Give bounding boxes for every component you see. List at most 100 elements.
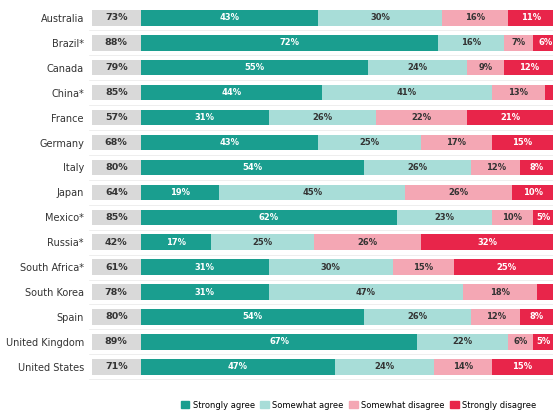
Bar bbox=[454, 259, 557, 275]
Text: 32%: 32% bbox=[477, 238, 498, 247]
Text: 85%: 85% bbox=[105, 88, 127, 97]
Bar bbox=[418, 334, 508, 349]
Text: 64%: 64% bbox=[105, 188, 127, 197]
Bar bbox=[141, 35, 438, 51]
Text: 12%: 12% bbox=[486, 163, 506, 172]
Bar bbox=[141, 359, 335, 375]
Bar bbox=[141, 110, 269, 125]
Text: 10%: 10% bbox=[502, 213, 522, 222]
Text: 19%: 19% bbox=[170, 188, 190, 197]
Bar bbox=[141, 60, 368, 75]
Text: 25%: 25% bbox=[360, 138, 380, 147]
Bar bbox=[520, 160, 553, 175]
Bar bbox=[92, 235, 141, 250]
Text: 26%: 26% bbox=[408, 313, 428, 321]
Text: 16%: 16% bbox=[465, 13, 485, 22]
Bar bbox=[491, 135, 553, 150]
Text: 62%: 62% bbox=[259, 213, 279, 222]
Text: 55%: 55% bbox=[244, 63, 264, 72]
Bar bbox=[438, 35, 504, 51]
Bar bbox=[92, 285, 141, 300]
Bar bbox=[92, 110, 141, 125]
Text: 25%: 25% bbox=[496, 263, 516, 272]
Bar bbox=[211, 235, 314, 250]
Bar bbox=[141, 135, 318, 150]
Text: 71%: 71% bbox=[105, 362, 127, 371]
Text: 78%: 78% bbox=[105, 287, 127, 297]
Text: 8%: 8% bbox=[530, 313, 544, 321]
Bar bbox=[467, 110, 553, 125]
Text: 88%: 88% bbox=[105, 38, 127, 47]
Bar bbox=[92, 259, 141, 275]
Bar bbox=[92, 359, 141, 375]
Bar bbox=[463, 285, 537, 300]
Text: 22%: 22% bbox=[411, 113, 432, 122]
Text: 12%: 12% bbox=[486, 313, 506, 321]
Bar bbox=[442, 10, 508, 26]
Text: 24%: 24% bbox=[408, 63, 428, 72]
Bar bbox=[421, 235, 553, 250]
Text: 25%: 25% bbox=[253, 238, 273, 247]
Bar bbox=[467, 60, 504, 75]
Bar bbox=[92, 334, 141, 349]
Text: 14%: 14% bbox=[453, 362, 473, 371]
Bar bbox=[504, 35, 533, 51]
Bar bbox=[533, 334, 553, 349]
Bar bbox=[318, 135, 421, 150]
Text: 80%: 80% bbox=[105, 313, 127, 321]
Text: 15%: 15% bbox=[513, 362, 533, 371]
Text: 26%: 26% bbox=[408, 163, 428, 172]
Bar bbox=[141, 285, 269, 300]
Text: 42%: 42% bbox=[105, 238, 127, 247]
Text: 24%: 24% bbox=[375, 362, 395, 371]
Bar bbox=[92, 210, 141, 225]
Bar bbox=[141, 185, 219, 200]
Text: 10%: 10% bbox=[523, 188, 543, 197]
Bar bbox=[397, 210, 491, 225]
Bar bbox=[491, 210, 533, 225]
Bar bbox=[269, 285, 463, 300]
Bar bbox=[141, 259, 269, 275]
Bar bbox=[141, 85, 323, 101]
Bar bbox=[405, 185, 512, 200]
Bar bbox=[92, 60, 141, 75]
Bar bbox=[537, 285, 553, 300]
Bar bbox=[141, 160, 364, 175]
Bar bbox=[471, 309, 520, 325]
Bar bbox=[92, 85, 141, 101]
Bar bbox=[512, 185, 553, 200]
Text: 73%: 73% bbox=[105, 13, 127, 22]
Bar bbox=[323, 85, 491, 101]
Text: 17%: 17% bbox=[447, 138, 467, 147]
Bar bbox=[368, 60, 467, 75]
Text: 41%: 41% bbox=[397, 88, 417, 97]
Bar bbox=[141, 10, 318, 26]
Text: 8%: 8% bbox=[530, 163, 544, 172]
Bar bbox=[335, 359, 434, 375]
Text: 11%: 11% bbox=[520, 13, 541, 22]
Bar bbox=[491, 359, 553, 375]
Bar bbox=[520, 309, 553, 325]
Text: 9%: 9% bbox=[479, 63, 492, 72]
Text: 54%: 54% bbox=[242, 313, 262, 321]
Bar bbox=[434, 359, 491, 375]
Bar bbox=[508, 10, 553, 26]
Bar bbox=[376, 110, 467, 125]
Text: 57%: 57% bbox=[105, 113, 127, 122]
Bar bbox=[545, 85, 553, 101]
Text: 67%: 67% bbox=[269, 337, 289, 347]
Text: 72%: 72% bbox=[280, 38, 300, 47]
Bar bbox=[141, 235, 211, 250]
Text: 30%: 30% bbox=[370, 13, 390, 22]
Text: 54%: 54% bbox=[242, 163, 262, 172]
Text: 18%: 18% bbox=[490, 287, 510, 297]
Text: 43%: 43% bbox=[220, 138, 240, 147]
Text: 43%: 43% bbox=[220, 13, 240, 22]
Bar bbox=[364, 160, 471, 175]
Text: 13%: 13% bbox=[508, 88, 528, 97]
Text: 12%: 12% bbox=[519, 63, 539, 72]
Bar bbox=[364, 309, 471, 325]
Legend: Strongly agree, Somewhat agree, Somewhat disagree, Strongly disagree: Strongly agree, Somewhat agree, Somewhat… bbox=[178, 397, 539, 413]
Text: 80%: 80% bbox=[105, 163, 127, 172]
Bar bbox=[92, 135, 141, 150]
